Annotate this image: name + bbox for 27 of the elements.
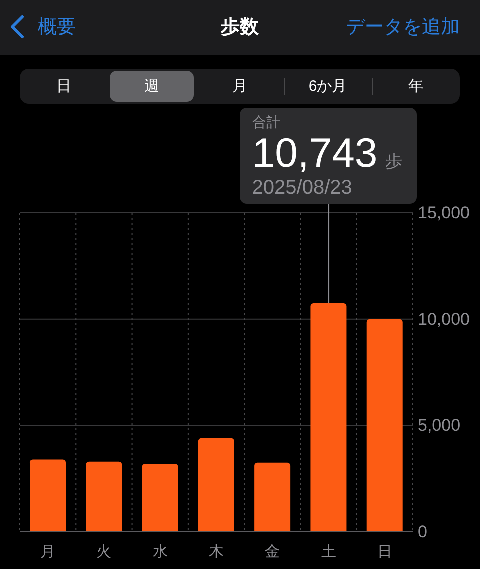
text: データを追加 (346, 16, 460, 40)
text: 月 (232, 77, 248, 96)
bar (198, 438, 234, 532)
text: 日 (56, 77, 72, 96)
bar (30, 460, 66, 532)
bar (86, 462, 122, 532)
x-tick-label: 月 (40, 544, 56, 560)
annotation: 10,743 (252, 130, 378, 176)
text: 概要 (38, 16, 76, 40)
bar (254, 462, 291, 532)
y-tick-label: 0 (418, 522, 428, 542)
bar (310, 304, 347, 532)
bar (366, 319, 403, 532)
x-tick-label: 日 (377, 544, 392, 560)
y-tick-label: 5,000 (418, 416, 461, 436)
x-tick-label: 土 (321, 544, 336, 560)
y-tick-label: 15,000 (418, 204, 470, 222)
chart-title: 歩数 (221, 17, 259, 38)
text: 年 (408, 77, 424, 96)
x-tick-label: 木 (209, 544, 224, 560)
bar (142, 464, 178, 532)
y-tick-label: 10,000 (418, 310, 470, 329)
text: 週 (144, 77, 160, 96)
text: 6か月 (308, 77, 348, 96)
x-tick-label: 水 (152, 544, 168, 560)
x-tick-label: 金 (265, 544, 280, 560)
x-tick-label: 火 (96, 544, 112, 560)
